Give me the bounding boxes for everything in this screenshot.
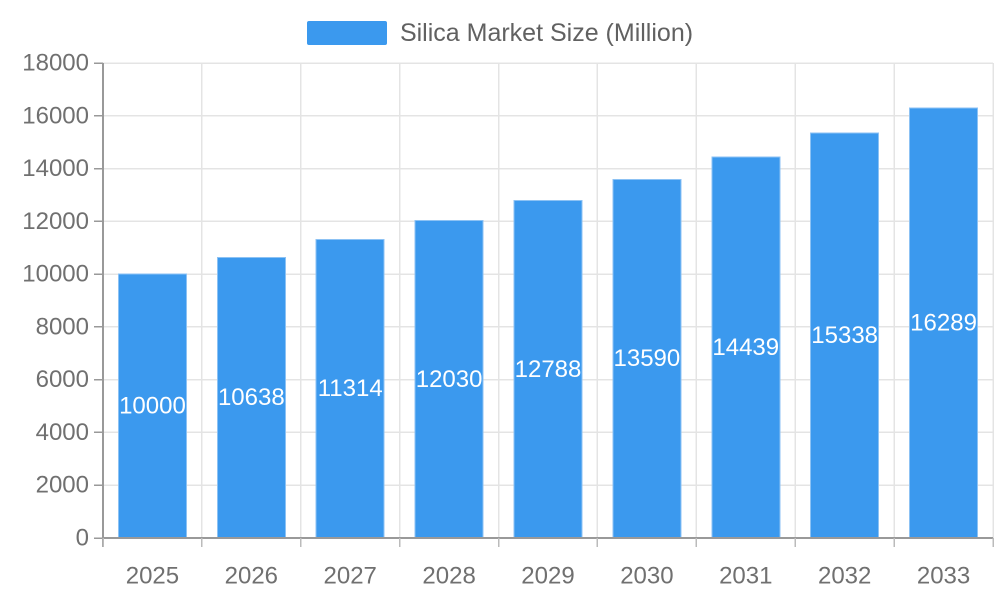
bar-value-label-2031: 14439 bbox=[712, 334, 779, 361]
x-axis-label: 2026 bbox=[225, 563, 278, 590]
y-axis-label: 12000 bbox=[22, 208, 89, 235]
bar-value-label-2028: 12030 bbox=[416, 366, 483, 393]
y-axis-label: 0 bbox=[76, 525, 89, 552]
bar-2025[interactable] bbox=[117, 273, 187, 539]
legend-label: Silica Market Size (Million) bbox=[399, 19, 694, 47]
bar-2029[interactable] bbox=[513, 200, 583, 539]
bar-value-label-2027: 11314 bbox=[318, 375, 383, 402]
y-axis-label: 10000 bbox=[22, 261, 89, 288]
y-axis-label: 6000 bbox=[36, 366, 89, 393]
y-axis-label: 4000 bbox=[36, 419, 89, 446]
bar-2032[interactable] bbox=[810, 132, 880, 539]
x-axis-label: 2028 bbox=[422, 563, 475, 590]
legend[interactable]: Silica Market Size (Million) bbox=[0, 18, 1000, 48]
bar-value-label-2032: 15338 bbox=[811, 322, 878, 349]
bar-2027[interactable] bbox=[315, 238, 385, 539]
y-axis-label: 16000 bbox=[22, 102, 89, 129]
y-axis-label: 18000 bbox=[22, 50, 89, 77]
y-axis-label: 14000 bbox=[22, 155, 89, 182]
legend-swatch-icon bbox=[306, 21, 387, 45]
x-axis-label: 2032 bbox=[818, 563, 871, 590]
x-axis-label: 2033 bbox=[917, 563, 970, 590]
bar-value-label-2033: 16289 bbox=[910, 310, 977, 337]
x-axis-label: 2030 bbox=[620, 563, 673, 590]
bar-2026[interactable] bbox=[216, 256, 286, 539]
y-axis-label: 2000 bbox=[36, 472, 89, 499]
bar-2031[interactable] bbox=[711, 156, 781, 539]
y-axis-label: 8000 bbox=[36, 313, 89, 340]
x-axis-label: 2025 bbox=[126, 563, 179, 590]
bar-2033[interactable] bbox=[909, 107, 979, 539]
bar-value-label-2030: 13590 bbox=[614, 345, 681, 372]
x-axis-label: 2031 bbox=[719, 563, 772, 590]
bar-2030[interactable] bbox=[612, 178, 682, 539]
bar-value-label-2029: 12788 bbox=[515, 356, 582, 383]
bar-2028[interactable] bbox=[414, 220, 484, 539]
bar-value-label-2026: 10638 bbox=[218, 384, 285, 411]
x-axis-label: 2029 bbox=[521, 563, 574, 590]
bar-value-label-2025: 10000 bbox=[119, 393, 186, 420]
x-axis-label: 2027 bbox=[324, 563, 377, 590]
